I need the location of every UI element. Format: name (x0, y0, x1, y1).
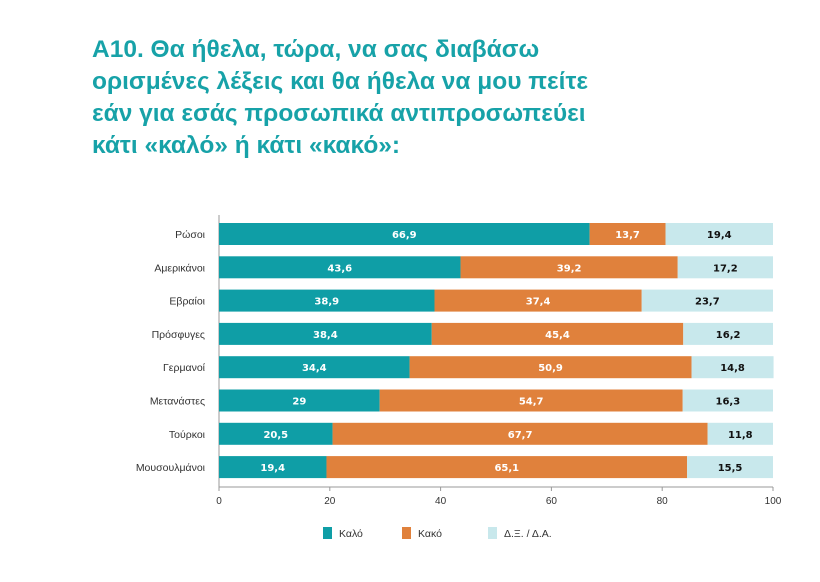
data-label: 65,1 (494, 463, 519, 474)
x-tick-label: 0 (216, 496, 222, 507)
bar-segment-2 (434, 289, 642, 312)
bar-segment-3 (641, 289, 773, 312)
x-tick-label: 80 (657, 496, 669, 507)
bar-segment-3 (677, 256, 773, 279)
data-label: 34,4 (302, 363, 327, 374)
data-label: 66,9 (392, 230, 417, 241)
data-label: 23,7 (695, 297, 720, 308)
data-label: 17,2 (713, 263, 738, 274)
legend-label: Δ.Ξ. / Δ.Α. (504, 528, 552, 540)
data-label: 54,7 (519, 397, 544, 408)
data-label: 38,9 (314, 297, 339, 308)
data-label: 20,5 (263, 430, 288, 441)
data-label: 16,2 (716, 330, 741, 341)
category-label: Γερμανοί (163, 362, 206, 374)
category-label: Μετανάστες (150, 396, 205, 408)
data-label: 50,9 (538, 363, 563, 374)
bar-segment-3 (691, 356, 774, 379)
bar-segment-1 (219, 289, 435, 312)
bar-segment-1 (219, 422, 333, 445)
data-label: 67,7 (508, 430, 533, 441)
legend-swatch (402, 527, 411, 539)
bar-segment-3 (682, 389, 773, 412)
category-label: Πρόσφυγες (152, 329, 205, 341)
bar-segment-2 (431, 322, 684, 345)
bar-segment-3 (665, 223, 773, 245)
title-line: κάτι «καλό» ή κάτι «κακό»: (92, 132, 401, 159)
bar-segment-1 (219, 223, 590, 245)
bar-segment-2 (409, 356, 692, 379)
title-line: Α10. Θα ήθελα, τώρα, να σας διαβάσω (92, 36, 540, 63)
x-tick-label: 40 (435, 496, 447, 507)
data-label: 15,5 (718, 463, 743, 474)
data-label: 16,3 (716, 397, 741, 408)
data-label: 11,8 (728, 430, 753, 441)
bar-segment-2 (379, 389, 683, 412)
bar-segment-1 (219, 456, 327, 479)
bar-segment-2 (332, 422, 708, 445)
data-label: 45,4 (545, 330, 570, 341)
data-label: 39,2 (557, 263, 582, 274)
x-tick-label: 60 (546, 496, 558, 507)
data-label: 43,6 (327, 263, 352, 274)
category-label: Αμερικάνοι (154, 262, 205, 274)
title-line: εάν για εσάς προσωπικά αντιπροσωπεύει (92, 100, 586, 127)
legend-swatch (488, 527, 497, 539)
category-label: Μουσουλμάνοι (136, 462, 206, 474)
data-label: 19,4 (260, 463, 285, 474)
data-label: 14,8 (720, 363, 745, 374)
legend-label: Καλό (339, 528, 363, 540)
x-tick-label: 100 (765, 496, 782, 507)
data-label: 29 (292, 397, 306, 408)
bar-segment-1 (219, 389, 380, 412)
bar-segment-3 (687, 456, 773, 479)
title-line: ορισμένες λέξεις και θα ήθελα να μου πεί… (92, 68, 589, 95)
bar-segment-3 (683, 322, 773, 345)
data-label: 13,7 (615, 230, 640, 241)
category-label: Τούρκοι (169, 429, 206, 441)
bar-segment-1 (219, 256, 461, 279)
bar-segment-2 (589, 223, 666, 245)
data-label: 38,4 (313, 330, 338, 341)
bar-segment-2 (326, 456, 688, 479)
bar-segment-1 (219, 322, 432, 345)
data-label: 37,4 (526, 297, 551, 308)
x-tick-label: 20 (324, 496, 336, 507)
category-label: Εβραίοι (169, 296, 205, 308)
chart-title: Α10. Θα ήθελα, τώρα, να σας διαβάσω ορισ… (92, 34, 732, 162)
bar-segment-2 (460, 256, 678, 279)
legend-swatch (323, 527, 332, 539)
bar-segment-3 (707, 422, 773, 445)
bar-segment-1 (219, 356, 410, 379)
data-label: 19,4 (707, 230, 732, 241)
legend-label: Κακό (418, 528, 442, 540)
category-label: Ρώσοι (175, 229, 206, 241)
